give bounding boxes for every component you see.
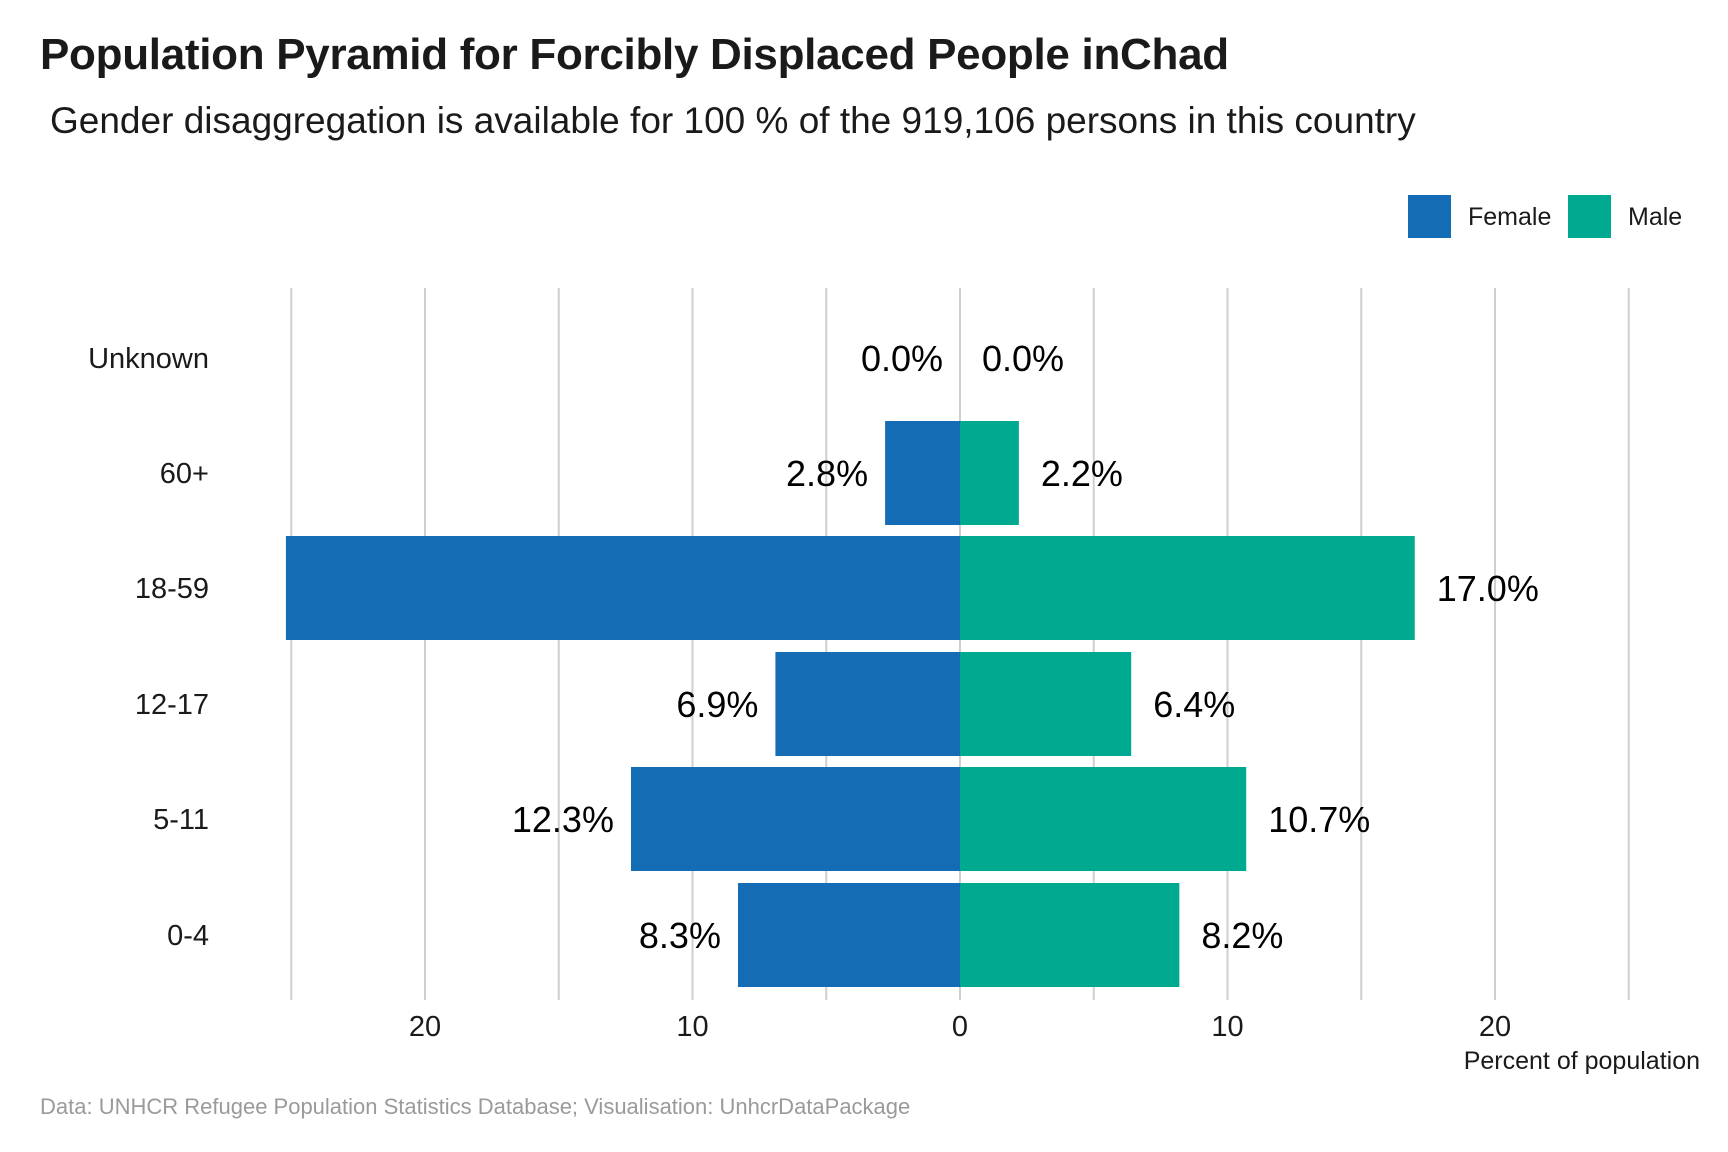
label-female-0-4: 8.3% xyxy=(639,915,721,956)
label-male-18-59: 17.0% xyxy=(1437,568,1539,609)
chart-caption: Data: UNHCR Refugee Population Statistic… xyxy=(40,1094,911,1119)
bar-male-18-59 xyxy=(960,536,1415,640)
legend: Female Male xyxy=(1408,195,1682,238)
bar-female-18-59 xyxy=(285,536,960,640)
legend-swatch-female xyxy=(1408,195,1451,238)
category-label: 5-11 xyxy=(153,804,209,836)
x-tick-label: 20 xyxy=(409,1011,441,1043)
category-label: 12-17 xyxy=(135,689,209,721)
x-axis-title: Percent of population xyxy=(1464,1047,1700,1075)
grid-lines xyxy=(290,288,1630,1000)
bar-male-60+ xyxy=(960,421,1019,525)
bar-female-60+ xyxy=(885,421,960,525)
x-axis-tick-labels: 20 10 0 10 20 xyxy=(409,1011,1511,1043)
bar-female-0-4 xyxy=(737,883,960,987)
label-male-0-4: 8.2% xyxy=(1201,915,1283,956)
chart-title: Population Pyramid for Forcibly Displace… xyxy=(40,30,1229,79)
x-tick-label: 10 xyxy=(676,1011,708,1043)
category-axis-labels: Unknown 60+ 18-59 12-17 5-11 0-4 xyxy=(88,343,209,952)
bar-female-5-11 xyxy=(630,767,960,871)
label-female-Unknown: 0.0% xyxy=(861,338,943,379)
label-female-5-11: 12.3% xyxy=(512,799,614,840)
label-female-60+: 2.8% xyxy=(786,453,868,494)
label-male-60+: 2.2% xyxy=(1041,453,1123,494)
bar-male-12-17 xyxy=(960,652,1132,756)
legend-swatch-male xyxy=(1568,195,1611,238)
category-label: Unknown xyxy=(88,343,209,375)
x-tick-label: 20 xyxy=(1479,1011,1511,1043)
label-female-12-17: 6.9% xyxy=(676,684,758,725)
category-label: 60+ xyxy=(160,458,209,490)
label-male-5-11: 10.7% xyxy=(1268,799,1370,840)
category-label: 0-4 xyxy=(167,920,209,952)
chart-subtitle: Gender disaggregation is available for 1… xyxy=(50,100,1416,141)
x-tick-label: 0 xyxy=(952,1011,968,1043)
bar-male-5-11 xyxy=(960,767,1247,871)
bars xyxy=(285,421,1415,987)
bar-female-12-17 xyxy=(775,652,960,756)
x-tick-label: 10 xyxy=(1211,1011,1243,1043)
label-male-Unknown: 0.0% xyxy=(982,338,1064,379)
legend-label-female: Female xyxy=(1468,203,1551,231)
label-male-12-17: 6.4% xyxy=(1153,684,1235,725)
bar-male-0-4 xyxy=(960,883,1180,987)
bar-labels: 0.0% 0.0% 2.8% 2.2% 17.0% 6.9% 6.4% 12.3% 10.7% 8… xyxy=(512,338,1539,956)
legend-label-male: Male xyxy=(1628,203,1682,231)
category-label: 18-59 xyxy=(135,573,209,605)
